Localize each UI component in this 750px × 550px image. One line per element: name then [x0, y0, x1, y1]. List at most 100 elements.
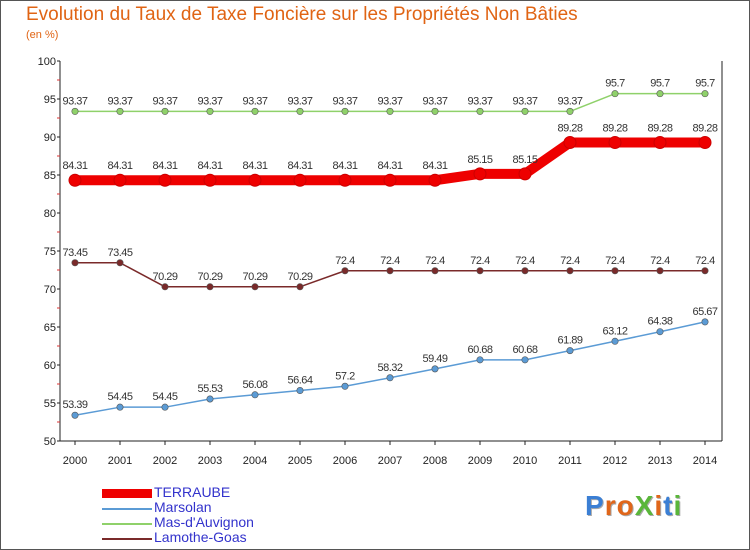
data-point-terraube	[428, 173, 442, 187]
y-tick-label: 55	[44, 398, 56, 410]
data-label-mas-d-auvignon: 95.7	[650, 78, 670, 90]
data-label-marsolan: 59.49	[422, 353, 447, 365]
data-point-mas-d-auvignon	[476, 107, 484, 115]
legend-item: TERRAUBE	[100, 484, 340, 500]
data-point-terraube	[653, 135, 667, 149]
data-label-lamothe-goas: 72.4	[605, 255, 625, 267]
data-point-mas-d-auvignon	[656, 90, 664, 98]
data-point-mas-d-auvignon	[251, 107, 259, 115]
data-point-terraube	[293, 173, 307, 187]
data-label-marsolan: 64.38	[647, 316, 672, 328]
data-point-terraube	[383, 173, 397, 187]
data-point-lamothe-goas	[431, 267, 439, 275]
data-point-mas-d-auvignon	[701, 90, 709, 98]
data-label-marsolan: 65.67	[692, 306, 717, 318]
data-point-terraube	[473, 167, 487, 181]
data-label-lamothe-goas: 70.29	[242, 271, 267, 283]
data-label-marsolan: 60.68	[467, 344, 492, 356]
data-point-marsolan	[206, 395, 214, 403]
data-label-terraube: 84.31	[197, 160, 222, 172]
x-tick-label: 2001	[108, 455, 132, 467]
legend-label: TERRAUBE	[154, 484, 231, 500]
legend-swatch	[102, 523, 152, 525]
x-tick-label: 2000	[63, 455, 87, 467]
data-point-lamothe-goas	[116, 259, 124, 267]
data-label-mas-d-auvignon: 93.37	[467, 95, 492, 107]
data-point-lamothe-goas	[71, 259, 79, 267]
data-label-mas-d-auvignon: 95.7	[605, 78, 625, 90]
data-label-terraube: 84.31	[152, 160, 177, 172]
data-point-terraube	[563, 135, 577, 149]
data-point-lamothe-goas	[341, 267, 349, 275]
y-tick-label: 60	[44, 360, 56, 372]
x-tick-label: 2003	[198, 455, 222, 467]
data-label-mas-d-auvignon: 93.37	[512, 95, 537, 107]
y-tick-label: 75	[44, 246, 56, 258]
data-label-marsolan: 55.53	[197, 383, 222, 395]
data-point-marsolan	[341, 382, 349, 390]
x-tick-label: 2010	[513, 455, 537, 467]
data-label-terraube: 89.28	[602, 122, 627, 134]
x-tick-label: 2005	[288, 455, 312, 467]
data-point-lamothe-goas	[566, 267, 574, 275]
data-point-marsolan	[161, 403, 169, 411]
y-tick-label: 85	[44, 170, 56, 182]
data-point-terraube	[113, 173, 127, 187]
proxiti-logo: ProXiti	[585, 490, 682, 522]
data-point-lamothe-goas	[656, 267, 664, 275]
data-label-lamothe-goas: 72.4	[425, 255, 445, 267]
logo-letter: P	[585, 490, 605, 521]
y-tick-label: 90	[44, 132, 56, 144]
data-label-lamothe-goas: 72.4	[650, 255, 670, 267]
data-label-mas-d-auvignon: 93.37	[107, 95, 132, 107]
logo-letter: t	[663, 490, 674, 521]
y-tick-label: 100	[38, 56, 56, 68]
x-tick-label: 2012	[603, 455, 627, 467]
data-label-lamothe-goas: 72.4	[380, 255, 400, 267]
data-label-lamothe-goas: 73.45	[62, 247, 87, 259]
legend-swatch	[102, 538, 152, 540]
x-tick-label: 2009	[468, 455, 492, 467]
data-point-marsolan	[116, 403, 124, 411]
data-label-marsolan: 57.2	[335, 370, 355, 382]
data-point-mas-d-auvignon	[521, 107, 529, 115]
legend-label: Marsolan	[154, 499, 212, 515]
x-tick-label: 2014	[693, 455, 717, 467]
data-label-marsolan: 56.64	[287, 375, 312, 387]
data-point-marsolan	[71, 411, 79, 419]
chart-title: Evolution du Taux de Taxe Foncière sur l…	[26, 4, 578, 25]
logo-letter: X	[634, 490, 655, 521]
data-label-lamothe-goas: 72.4	[515, 255, 535, 267]
legend-item: Marsolan	[100, 499, 340, 515]
logo-letter: o	[616, 490, 635, 521]
data-point-mas-d-auvignon	[566, 107, 574, 115]
data-point-marsolan	[251, 391, 259, 399]
data-point-marsolan	[566, 347, 574, 355]
data-point-terraube	[248, 173, 262, 187]
data-point-mas-d-auvignon	[296, 107, 304, 115]
data-point-marsolan	[656, 328, 664, 336]
data-label-marsolan: 54.45	[107, 391, 132, 403]
data-label-marsolan: 54.45	[152, 391, 177, 403]
data-label-mas-d-auvignon: 93.37	[557, 95, 582, 107]
data-point-mas-d-auvignon	[161, 107, 169, 115]
data-label-mas-d-auvignon: 93.37	[332, 95, 357, 107]
data-label-marsolan: 61.89	[557, 335, 582, 347]
data-point-mas-d-auvignon	[611, 90, 619, 98]
data-label-lamothe-goas: 72.4	[470, 255, 490, 267]
data-point-terraube	[608, 135, 622, 149]
x-tick-label: 2013	[648, 455, 672, 467]
data-point-lamothe-goas	[296, 283, 304, 291]
data-point-mas-d-auvignon	[71, 107, 79, 115]
x-tick-label: 2004	[243, 455, 267, 467]
data-label-terraube: 84.31	[287, 160, 312, 172]
data-point-terraube	[68, 173, 82, 187]
data-label-marsolan: 58.32	[377, 362, 402, 374]
data-point-terraube	[203, 173, 217, 187]
data-label-terraube: 89.28	[692, 122, 717, 134]
data-label-lamothe-goas: 72.4	[335, 255, 355, 267]
data-point-marsolan	[701, 318, 709, 326]
data-label-mas-d-auvignon: 93.37	[197, 95, 222, 107]
